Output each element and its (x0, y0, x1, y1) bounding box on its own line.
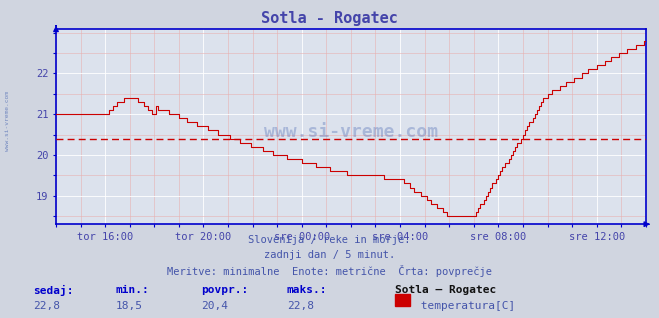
Text: 20,4: 20,4 (201, 301, 228, 311)
Text: min.:: min.: (115, 285, 149, 294)
Text: Sotla – Rogatec: Sotla – Rogatec (395, 285, 497, 294)
Text: Sotla - Rogatec: Sotla - Rogatec (261, 11, 398, 26)
Text: www.si-vreme.com: www.si-vreme.com (264, 123, 438, 141)
Text: 22,8: 22,8 (33, 301, 60, 311)
Text: maks.:: maks.: (287, 285, 327, 294)
Text: zadnji dan / 5 minut.: zadnji dan / 5 minut. (264, 250, 395, 259)
Text: povpr.:: povpr.: (201, 285, 248, 294)
Text: Slovenija / reke in morje.: Slovenija / reke in morje. (248, 235, 411, 245)
Text: 22,8: 22,8 (287, 301, 314, 311)
Text: sedaj:: sedaj: (33, 285, 73, 296)
Text: Meritve: minimalne  Enote: metrične  Črta: povprečje: Meritve: minimalne Enote: metrične Črta:… (167, 265, 492, 277)
Text: 18,5: 18,5 (115, 301, 142, 311)
Text: www.si-vreme.com: www.si-vreme.com (5, 91, 11, 151)
Text: temperatura[C]: temperatura[C] (414, 301, 515, 311)
